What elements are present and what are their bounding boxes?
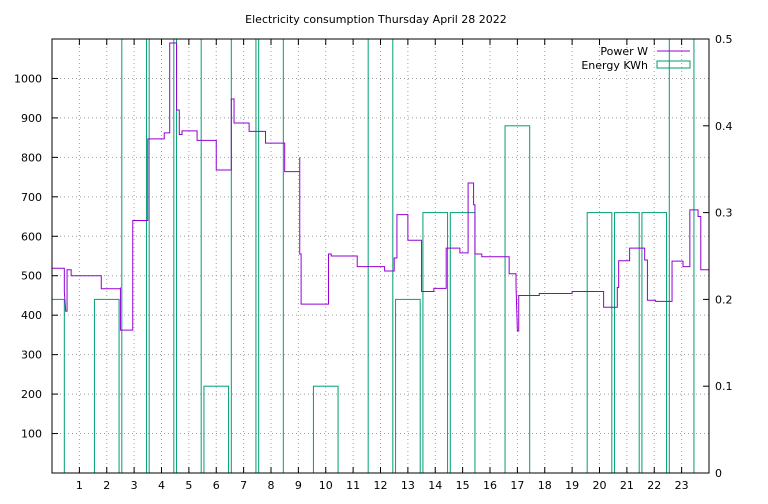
legend-swatch-energy [656, 60, 691, 69]
x-tick-label: 17 [510, 479, 524, 492]
y-tick-label: 300 [21, 349, 42, 362]
x-tick-label: 12 [374, 479, 388, 492]
y2-tick-label: 0 [715, 467, 722, 480]
x-tick-label: 8 [268, 479, 275, 492]
x-tick-label: 16 [483, 479, 497, 492]
y-tick-label: 900 [21, 112, 42, 125]
power-line [52, 42, 709, 332]
energy-bar [395, 298, 421, 474]
y-tick-label: 1000 [14, 72, 42, 85]
energy-bars [51, 38, 695, 474]
energy-bar [51, 298, 65, 474]
energy-bar [93, 298, 120, 474]
y-tick-label: 600 [21, 230, 42, 243]
x-tick-label: 18 [538, 479, 552, 492]
x-tick-label: 22 [647, 479, 661, 492]
x-tick-label: 2 [103, 479, 110, 492]
y-tick-label: 200 [21, 388, 42, 401]
y2-tick-label: 0.4 [715, 120, 733, 133]
x-tick-label: 1 [76, 479, 83, 492]
y-tick-label: 700 [21, 191, 42, 204]
y-tick-label: 800 [21, 151, 42, 164]
power-line-layer [52, 42, 709, 332]
legend-label-energy: Energy KWh [581, 59, 648, 72]
x-tick-label: 20 [593, 479, 607, 492]
x-tick-label: 9 [295, 479, 302, 492]
x-tick-label: 3 [131, 479, 138, 492]
y2-tick-label: 0.5 [715, 33, 733, 46]
y-axis-ticks: 100 200 300 400 500 600 700 800 900 1000 [14, 72, 58, 441]
y2-tick-label: 0.2 [715, 293, 733, 306]
grid [52, 39, 709, 473]
x-tick-label: 23 [675, 479, 689, 492]
x-tick-label: 15 [456, 479, 470, 492]
x-tick-label: 7 [240, 479, 247, 492]
y-tick-label: 500 [21, 270, 42, 283]
y2-axis-ticks: 0 0.1 0.2 0.3 0.4 0.5 [703, 33, 733, 480]
y2-tick-label: 0.3 [715, 207, 733, 220]
legend-label-power: Power W [600, 45, 648, 58]
y2-tick-label: 0.1 [715, 380, 733, 393]
x-tick-label: 14 [428, 479, 442, 492]
x-tick-label: 19 [565, 479, 579, 492]
chart-title: Electricity consumption Thursday April 2… [245, 13, 507, 26]
legend: Power W Energy KWh [581, 45, 691, 72]
x-tick-label: 10 [319, 479, 333, 492]
x-tick-label: 5 [185, 479, 192, 492]
x-axis-ticks: 1 2 3 4 5 6 7 8 9 10 11 12 13 14 15 16 17 18 19 20 21 22 23 [76, 39, 689, 492]
y-tick-label: 400 [21, 309, 42, 322]
x-tick-label: 6 [213, 479, 220, 492]
x-tick-label: 21 [620, 479, 634, 492]
x-tick-label: 4 [158, 479, 165, 492]
y-tick-label: 100 [21, 428, 42, 441]
x-tick-label: 11 [346, 479, 360, 492]
x-tick-label: 13 [401, 479, 415, 492]
